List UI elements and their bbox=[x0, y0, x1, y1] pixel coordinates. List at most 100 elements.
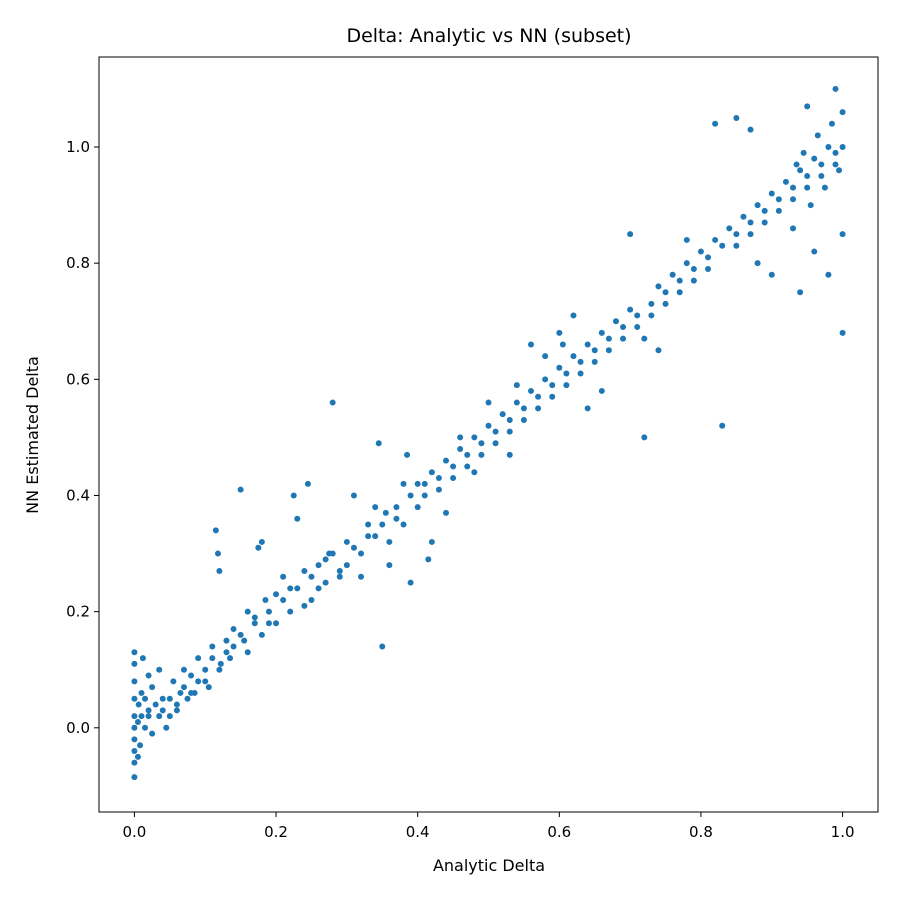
x-tick-label: 0.0 bbox=[122, 823, 146, 841]
data-point bbox=[697, 248, 704, 255]
data-point bbox=[214, 550, 221, 557]
data-point bbox=[563, 370, 570, 377]
data-point bbox=[570, 353, 577, 360]
data-point bbox=[648, 300, 655, 307]
data-point bbox=[520, 405, 527, 412]
data-point bbox=[428, 469, 435, 476]
data-point bbox=[634, 312, 641, 319]
data-point bbox=[188, 689, 195, 696]
y-tick-label: 0.6 bbox=[66, 370, 90, 388]
data-point bbox=[839, 329, 846, 336]
data-point bbox=[156, 713, 163, 720]
data-point bbox=[542, 353, 549, 360]
data-point bbox=[506, 416, 513, 423]
data-point bbox=[549, 382, 556, 389]
data-point bbox=[535, 393, 542, 400]
data-point bbox=[258, 631, 265, 638]
data-point bbox=[800, 149, 807, 156]
data-point bbox=[152, 701, 159, 708]
data-point bbox=[131, 759, 138, 766]
data-point bbox=[492, 428, 499, 435]
data-point bbox=[202, 678, 209, 685]
data-point bbox=[549, 393, 556, 400]
data-point bbox=[223, 649, 230, 656]
data-point bbox=[294, 515, 301, 522]
data-point bbox=[584, 341, 591, 348]
data-point bbox=[662, 300, 669, 307]
data-point bbox=[170, 678, 177, 685]
data-point bbox=[814, 132, 821, 139]
data-point bbox=[400, 480, 407, 487]
data-point bbox=[322, 556, 329, 563]
data-point bbox=[343, 562, 350, 569]
data-point bbox=[836, 167, 843, 174]
data-point bbox=[584, 405, 591, 412]
data-point bbox=[131, 713, 138, 720]
data-point bbox=[435, 475, 442, 482]
data-point bbox=[241, 637, 248, 644]
data-point bbox=[230, 626, 237, 633]
data-point bbox=[209, 643, 216, 650]
x-tick-label: 0.2 bbox=[264, 823, 288, 841]
data-point bbox=[605, 347, 612, 354]
x-tick-label: 0.8 bbox=[689, 823, 713, 841]
data-point bbox=[506, 428, 513, 435]
data-point bbox=[690, 265, 697, 272]
data-point bbox=[262, 597, 269, 604]
data-point bbox=[142, 695, 149, 702]
data-point bbox=[329, 399, 336, 406]
data-point bbox=[811, 248, 818, 255]
data-point bbox=[577, 358, 584, 365]
data-point bbox=[400, 521, 407, 528]
data-point bbox=[690, 277, 697, 284]
data-point bbox=[591, 347, 598, 354]
data-point bbox=[382, 509, 389, 516]
y-tick-label: 0.4 bbox=[66, 486, 90, 504]
x-tick-label: 0.6 bbox=[547, 823, 571, 841]
data-point bbox=[131, 748, 138, 755]
data-point bbox=[676, 277, 683, 284]
data-point bbox=[506, 451, 513, 458]
data-point bbox=[163, 724, 170, 731]
data-point bbox=[421, 480, 428, 487]
data-point bbox=[138, 713, 145, 720]
data-point bbox=[414, 480, 421, 487]
data-point bbox=[790, 225, 797, 232]
data-point bbox=[290, 492, 297, 499]
data-point bbox=[807, 202, 814, 209]
data-point bbox=[273, 591, 280, 598]
data-point bbox=[768, 271, 775, 278]
data-point bbox=[195, 655, 202, 662]
data-point bbox=[499, 411, 506, 418]
data-point bbox=[797, 167, 804, 174]
data-point bbox=[216, 666, 223, 673]
data-point bbox=[166, 713, 173, 720]
data-point bbox=[336, 567, 343, 574]
data-point bbox=[135, 701, 142, 708]
data-point bbox=[237, 486, 244, 493]
data-point bbox=[173, 707, 180, 714]
data-point bbox=[747, 219, 754, 226]
data-point bbox=[315, 562, 322, 569]
x-tick-label: 0.4 bbox=[406, 823, 430, 841]
data-point bbox=[662, 289, 669, 296]
data-point bbox=[350, 492, 357, 499]
data-point bbox=[457, 434, 464, 441]
data-point bbox=[825, 271, 832, 278]
data-point bbox=[379, 643, 386, 650]
data-point bbox=[450, 475, 457, 482]
data-point bbox=[425, 556, 432, 563]
data-point bbox=[134, 753, 141, 760]
data-point bbox=[159, 707, 166, 714]
data-point bbox=[217, 660, 224, 667]
data-point bbox=[428, 538, 435, 545]
data-point bbox=[747, 126, 754, 133]
data-point bbox=[358, 550, 365, 557]
data-point bbox=[287, 585, 294, 592]
data-point bbox=[793, 161, 800, 168]
data-point bbox=[641, 434, 648, 441]
data-point bbox=[825, 144, 832, 151]
data-point bbox=[839, 144, 846, 151]
data-point bbox=[372, 533, 379, 540]
